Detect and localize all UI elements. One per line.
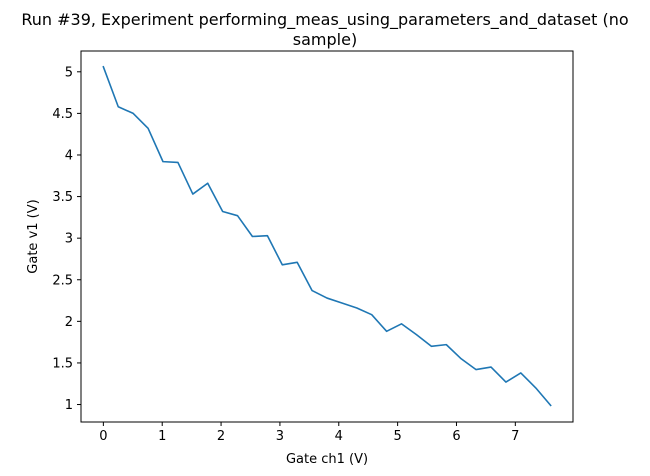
x-tick-label: 0 <box>99 429 107 444</box>
y-axis: 1 1.5 2 2.5 3 3.5 4 4.5 5 <box>52 65 81 413</box>
y-tick-label: 4.5 <box>52 107 73 122</box>
y-tick-label: 5 <box>65 65 73 80</box>
chart-title-line-1: Run #39, Experiment performing_meas_usin… <box>21 10 628 30</box>
plot-area <box>80 50 574 423</box>
y-tick-label: 2 <box>65 315 73 330</box>
y-tick-label: 3 <box>65 232 73 247</box>
x-tick-label: 5 <box>393 429 401 444</box>
y-tick-label: 2.5 <box>52 273 73 288</box>
chart-title-line-2: sample) <box>293 30 357 49</box>
y-tick-label: 1.5 <box>52 356 73 371</box>
x-axis-label: Gate ch1 (V) <box>286 452 368 467</box>
x-tick-label: 3 <box>276 429 284 444</box>
x-tick-label: 7 <box>511 429 519 444</box>
x-tick-label: 1 <box>158 429 166 444</box>
y-tick-label: 1 <box>65 398 73 413</box>
series-line <box>102 65 552 407</box>
x-tick-label: 2 <box>217 429 225 444</box>
chart-title: Run #39, Experiment performing_meas_usin… <box>21 10 628 49</box>
y-axis-label: Gate v1 (V) <box>26 199 41 273</box>
x-tick-label: 4 <box>335 429 343 444</box>
series-group <box>102 65 552 407</box>
x-axis: 0 1 2 3 4 5 6 7 <box>99 422 519 444</box>
y-tick-label: 3.5 <box>52 190 73 205</box>
x-tick-label: 6 <box>452 429 460 444</box>
y-tick-label: 4 <box>65 148 73 163</box>
